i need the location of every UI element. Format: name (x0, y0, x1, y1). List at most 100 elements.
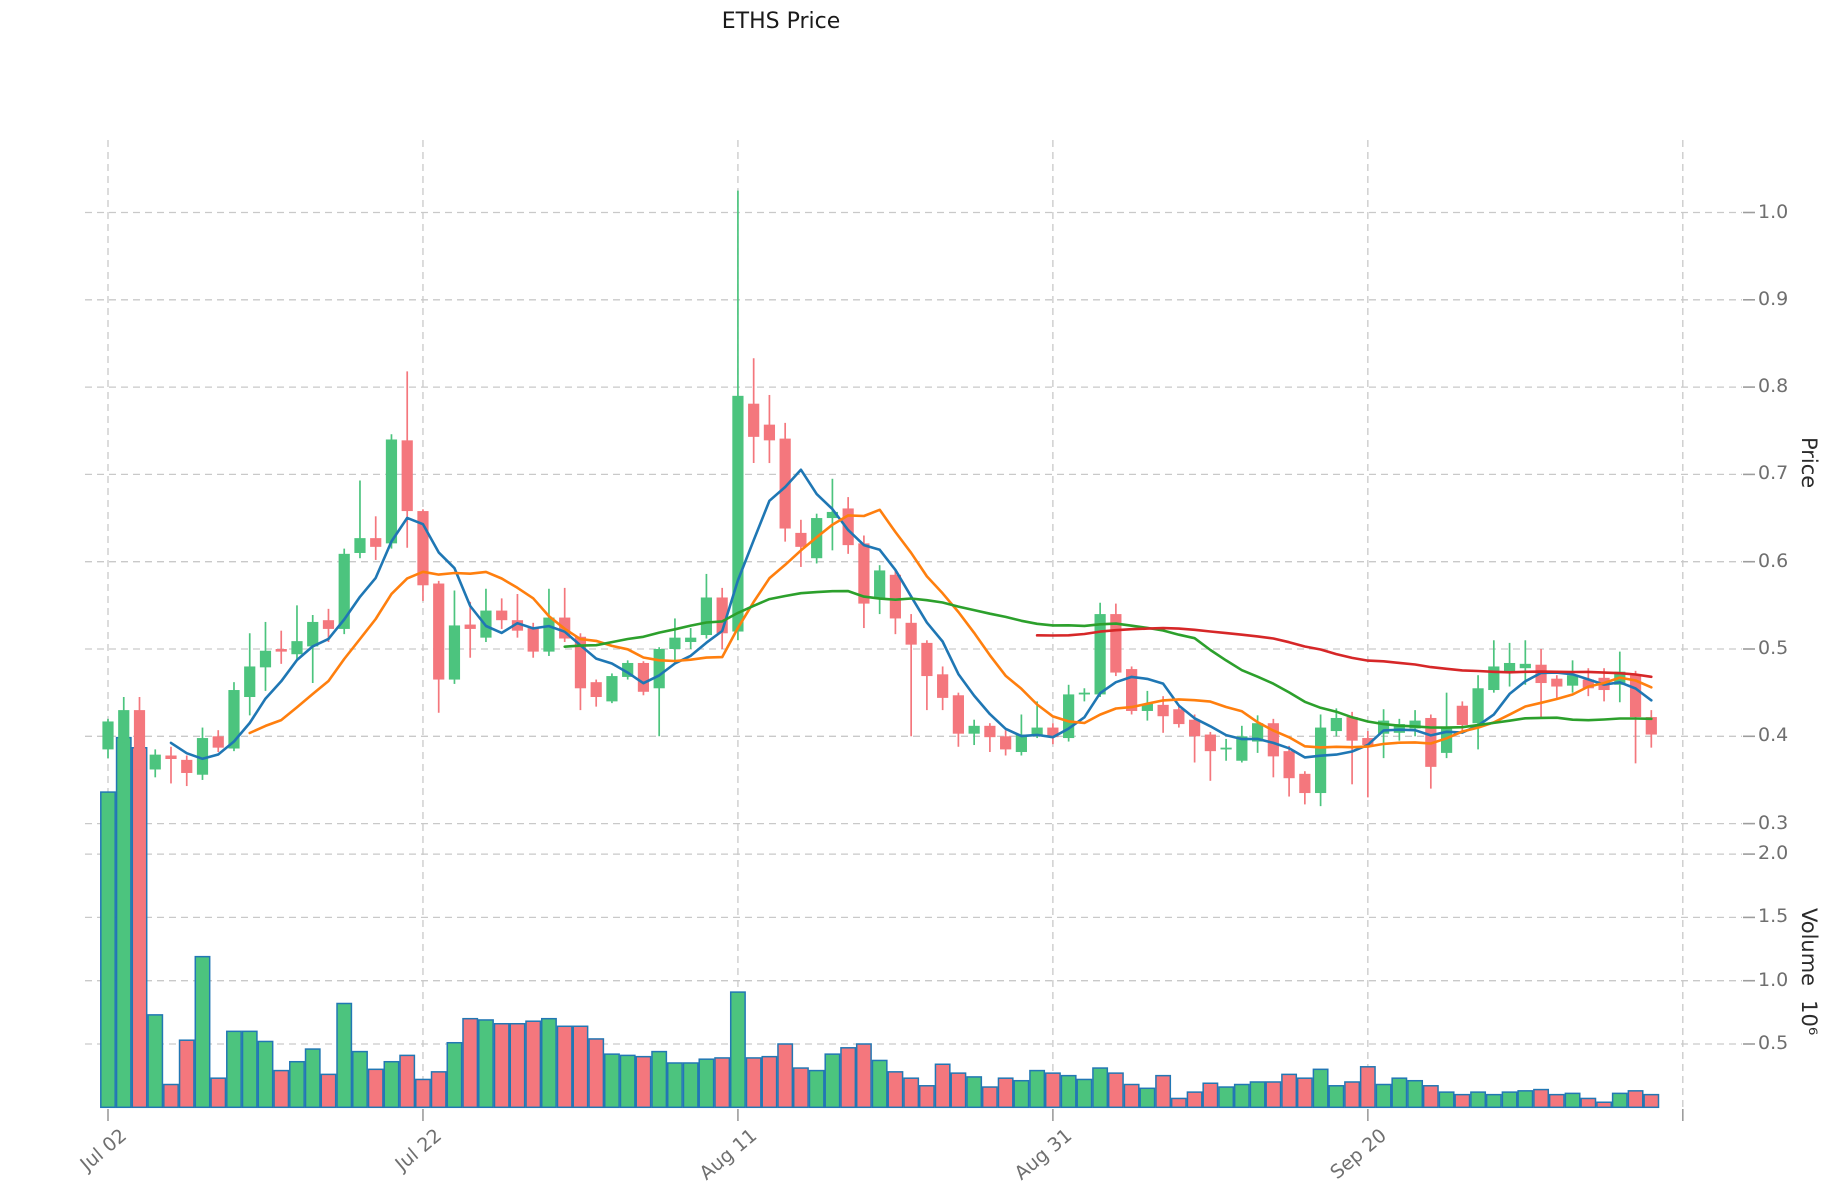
candle-body (1236, 736, 1248, 761)
moving-average-lines-layer (169, 468, 1653, 761)
candle-body (574, 636, 587, 689)
candle-body (196, 738, 209, 775)
volume-bar (131, 747, 148, 1109)
candle-body (700, 597, 713, 636)
price-tick-label: 0.3 (1758, 811, 1789, 834)
volume-bar (556, 1025, 573, 1109)
volume-bar (1485, 1093, 1502, 1109)
volume-bar (666, 1062, 683, 1109)
volume-bar (210, 1077, 227, 1109)
candle-body (1330, 717, 1342, 732)
candle-body (1173, 709, 1185, 725)
candle-body (842, 508, 854, 546)
price-tick-label: 0.7 (1758, 462, 1789, 485)
candle-body (1047, 727, 1059, 738)
volume-bar (1265, 1081, 1282, 1109)
volume-bar (462, 1017, 479, 1109)
volume-bar (1407, 1079, 1424, 1109)
candle-body (732, 395, 744, 632)
candle-body (1629, 675, 1642, 718)
candle-body (1488, 666, 1500, 691)
volume-bar (918, 1085, 935, 1109)
candle-body (259, 650, 272, 668)
candle-body (464, 624, 476, 629)
volume-bar (446, 1041, 463, 1109)
volume-axis-label-text: Volume (1797, 908, 1821, 987)
moving-average-line-10 (248, 508, 1653, 749)
volume-axis-unit: 10⁶ (1797, 1000, 1821, 1036)
candle-body (921, 642, 933, 677)
candle-body (133, 710, 146, 770)
candle-body (401, 440, 413, 512)
chart-title: ETHS Price (721, 9, 841, 34)
volume-bar (887, 1071, 904, 1109)
volume-bar (588, 1038, 605, 1109)
volume-bar (682, 1062, 699, 1109)
volume-bar (1281, 1073, 1298, 1109)
volume-bar (1501, 1091, 1518, 1109)
price-tick-label: 1.0 (1758, 200, 1789, 223)
candle-body (637, 662, 650, 692)
candle-body (1252, 723, 1264, 742)
volume-bar (1218, 1086, 1235, 1109)
volume-bar (1533, 1088, 1550, 1109)
volume-bar (745, 1057, 762, 1109)
candle-body (937, 674, 949, 698)
volume-bar (1422, 1085, 1439, 1109)
volume-bar (1375, 1083, 1392, 1109)
volume-bar (792, 1067, 809, 1109)
volume-bar (257, 1040, 274, 1109)
candle-body (417, 511, 429, 586)
candle-body (826, 511, 839, 519)
candle-body (874, 570, 886, 599)
volume-bar (824, 1053, 841, 1109)
candle-body (338, 553, 350, 629)
candle-body (1126, 669, 1138, 711)
candle-body (1157, 704, 1169, 717)
candle-body (1094, 614, 1106, 695)
candle-body (1472, 688, 1484, 724)
candle-body (1582, 679, 1594, 689)
candle-body (496, 610, 508, 621)
moving-average-line-60 (1035, 626, 1653, 679)
volume-bar (808, 1069, 825, 1109)
volume-bar (1296, 1077, 1313, 1109)
volume-bar (399, 1054, 416, 1109)
candle-body (1015, 734, 1027, 753)
candle-body (1456, 705, 1468, 725)
volume-bar (698, 1058, 715, 1109)
volume-bar (635, 1055, 652, 1109)
volume-bar (1344, 1081, 1361, 1109)
volume-bar (1596, 1101, 1613, 1109)
volume-bar (1202, 1082, 1219, 1109)
volume-bar (871, 1059, 888, 1109)
candle-body (669, 637, 681, 649)
volume-bar (1029, 1069, 1046, 1109)
volume-bar (619, 1054, 636, 1109)
volume-bar (1564, 1092, 1581, 1109)
candle-body (1566, 675, 1579, 686)
volume-bar (100, 791, 116, 1109)
volume-bar (1249, 1081, 1266, 1109)
volume-bar (540, 1017, 557, 1109)
moving-average-line-30 (563, 589, 1653, 729)
volume-bar (1013, 1079, 1030, 1109)
candle-body (511, 620, 524, 631)
volume-bar (1044, 1072, 1061, 1109)
candle-body (118, 710, 130, 743)
volume-bar (840, 1047, 857, 1109)
candle-body (716, 597, 728, 634)
volume-bar (367, 1068, 384, 1109)
volume-bar (997, 1077, 1014, 1109)
candle-body (1315, 727, 1327, 794)
candle-body (322, 620, 335, 629)
volume-bar (1470, 1091, 1487, 1109)
volume-bar (1328, 1085, 1345, 1109)
candle-body (968, 725, 980, 734)
volume-bar (1627, 1090, 1644, 1109)
volume-bar (729, 991, 746, 1109)
candle-body (952, 695, 964, 734)
candle-body (1220, 747, 1232, 750)
price-axis-label: Price (1797, 437, 1821, 489)
